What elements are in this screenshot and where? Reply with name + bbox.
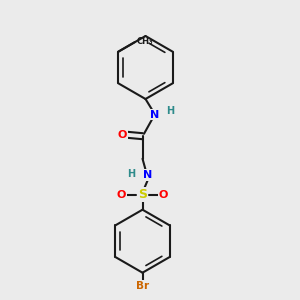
Text: S: S [138,188,147,201]
Text: N: N [151,110,160,120]
Text: O: O [159,190,168,200]
Text: H: H [127,169,136,179]
Text: H: H [167,106,175,116]
Text: O: O [117,190,126,200]
Text: N: N [143,170,152,180]
Text: CH₃: CH₃ [137,37,153,46]
Text: O: O [118,130,127,140]
Text: Br: Br [136,281,149,291]
